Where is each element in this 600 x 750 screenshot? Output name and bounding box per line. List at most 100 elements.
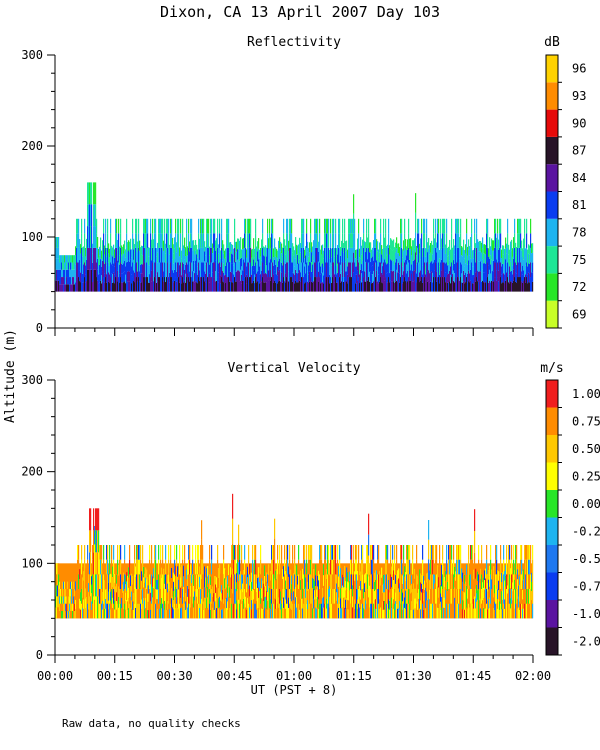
data-cell xyxy=(505,237,507,249)
data-cell xyxy=(349,609,351,619)
data-cell xyxy=(202,247,204,263)
data-cell xyxy=(374,218,376,234)
data-column xyxy=(385,545,387,619)
data-cell xyxy=(355,559,357,575)
data-cell xyxy=(65,611,67,619)
data-cell xyxy=(295,597,297,608)
data-cell xyxy=(384,270,386,281)
data-cell xyxy=(201,559,203,580)
data-cell xyxy=(151,603,153,619)
data-column xyxy=(304,249,306,292)
data-cell xyxy=(438,262,440,278)
data-cell xyxy=(251,572,253,582)
data-cell xyxy=(367,603,369,619)
data-cell xyxy=(349,262,351,278)
data-cell xyxy=(223,282,225,292)
data-cell xyxy=(150,584,152,593)
data-cell xyxy=(72,284,74,292)
data-cell xyxy=(61,277,63,285)
data-cell xyxy=(378,574,380,589)
data-cell xyxy=(322,608,324,619)
data-cell xyxy=(264,575,266,587)
data-cell xyxy=(145,597,147,609)
data-cell xyxy=(166,262,168,278)
data-cell xyxy=(352,277,354,292)
data-cell xyxy=(195,603,197,619)
data-column xyxy=(145,218,147,292)
data-cell xyxy=(329,249,331,259)
data-cell xyxy=(293,591,295,601)
data-cell xyxy=(105,247,107,263)
data-cell xyxy=(189,589,191,604)
data-column xyxy=(358,218,360,292)
data-cell xyxy=(256,255,258,265)
data-column xyxy=(117,239,119,292)
data-cell xyxy=(338,277,340,292)
data-cell xyxy=(192,281,194,292)
data-cell xyxy=(469,273,471,283)
data-cell xyxy=(177,587,179,598)
data-column xyxy=(281,243,283,292)
data-cell xyxy=(210,601,212,610)
data-column xyxy=(115,218,117,292)
data-cell xyxy=(297,592,299,602)
data-cell xyxy=(508,263,510,273)
data-cell xyxy=(230,251,232,262)
data-cell xyxy=(388,580,390,590)
data-cell xyxy=(394,256,396,265)
data-cell xyxy=(375,277,377,292)
data-cell xyxy=(130,596,132,608)
data-cell xyxy=(70,269,72,278)
data-cell xyxy=(497,218,499,234)
data-cell xyxy=(339,247,341,263)
data-cell xyxy=(104,245,106,255)
data-cell xyxy=(268,575,270,586)
data-cell xyxy=(383,233,385,248)
data-cell xyxy=(98,257,100,267)
y-tick-label: 100 xyxy=(21,230,43,244)
data-column xyxy=(437,218,439,292)
data-cell xyxy=(173,581,175,591)
data-cell xyxy=(97,530,99,553)
data-cell xyxy=(526,247,528,263)
data-column xyxy=(260,247,262,292)
data-cell xyxy=(518,218,520,234)
data-cell xyxy=(170,218,172,234)
data-cell xyxy=(309,242,311,253)
data-cell xyxy=(410,280,412,292)
data-cell xyxy=(311,589,313,604)
data-cell xyxy=(430,252,432,263)
data-cell xyxy=(132,576,134,585)
data-cell xyxy=(405,281,407,292)
data-cell xyxy=(306,589,308,604)
data-column xyxy=(63,581,65,619)
data-cell xyxy=(304,274,306,284)
data-cell xyxy=(179,256,181,266)
data-cell xyxy=(301,579,303,589)
data-column xyxy=(95,182,97,292)
data-cell xyxy=(368,597,370,619)
data-cell xyxy=(520,233,522,248)
data-cell xyxy=(471,247,473,263)
data-cell xyxy=(380,574,382,586)
data-column xyxy=(149,545,151,619)
data-cell xyxy=(90,552,92,575)
data-cell xyxy=(186,608,188,619)
data-cell xyxy=(470,258,472,270)
data-cell xyxy=(375,262,377,278)
data-cell xyxy=(188,262,190,278)
data-cell xyxy=(131,283,133,292)
data-cell xyxy=(377,589,379,604)
data-cell xyxy=(143,577,145,588)
data-column xyxy=(246,249,248,292)
data-cell xyxy=(389,263,391,274)
data-column xyxy=(317,565,319,619)
data-cell xyxy=(330,559,332,575)
data-cell xyxy=(145,262,147,278)
data-cell xyxy=(284,574,286,589)
data-cell xyxy=(205,566,207,578)
data-cell xyxy=(497,262,499,278)
data-cell xyxy=(211,218,213,234)
data-column xyxy=(213,218,215,292)
data-column xyxy=(349,218,351,292)
